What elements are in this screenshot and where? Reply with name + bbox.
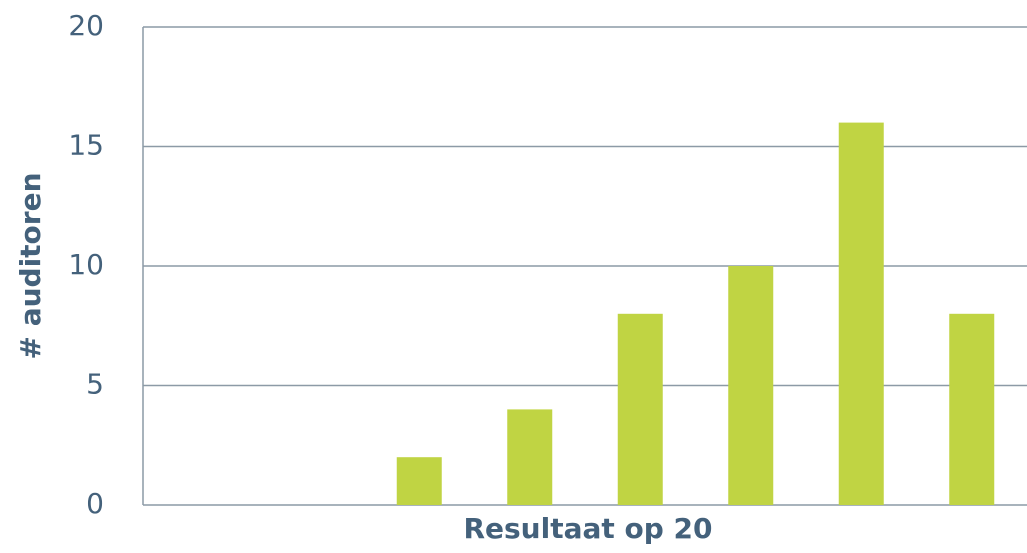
y-tick-label: 15 <box>68 129 104 162</box>
bar <box>728 266 774 505</box>
bar <box>838 122 884 505</box>
y-axis-title: # auditoren <box>14 172 47 359</box>
y-tick-label: 5 <box>86 368 104 401</box>
bar <box>507 409 553 505</box>
y-tick-label: 0 <box>86 487 104 520</box>
y-tick-label: 10 <box>68 248 104 281</box>
x-axis-title: Resultaat op 20 <box>463 512 712 545</box>
bar <box>949 313 995 505</box>
bar <box>396 457 442 505</box>
y-tick-label: 20 <box>68 9 104 42</box>
bar <box>617 313 663 505</box>
